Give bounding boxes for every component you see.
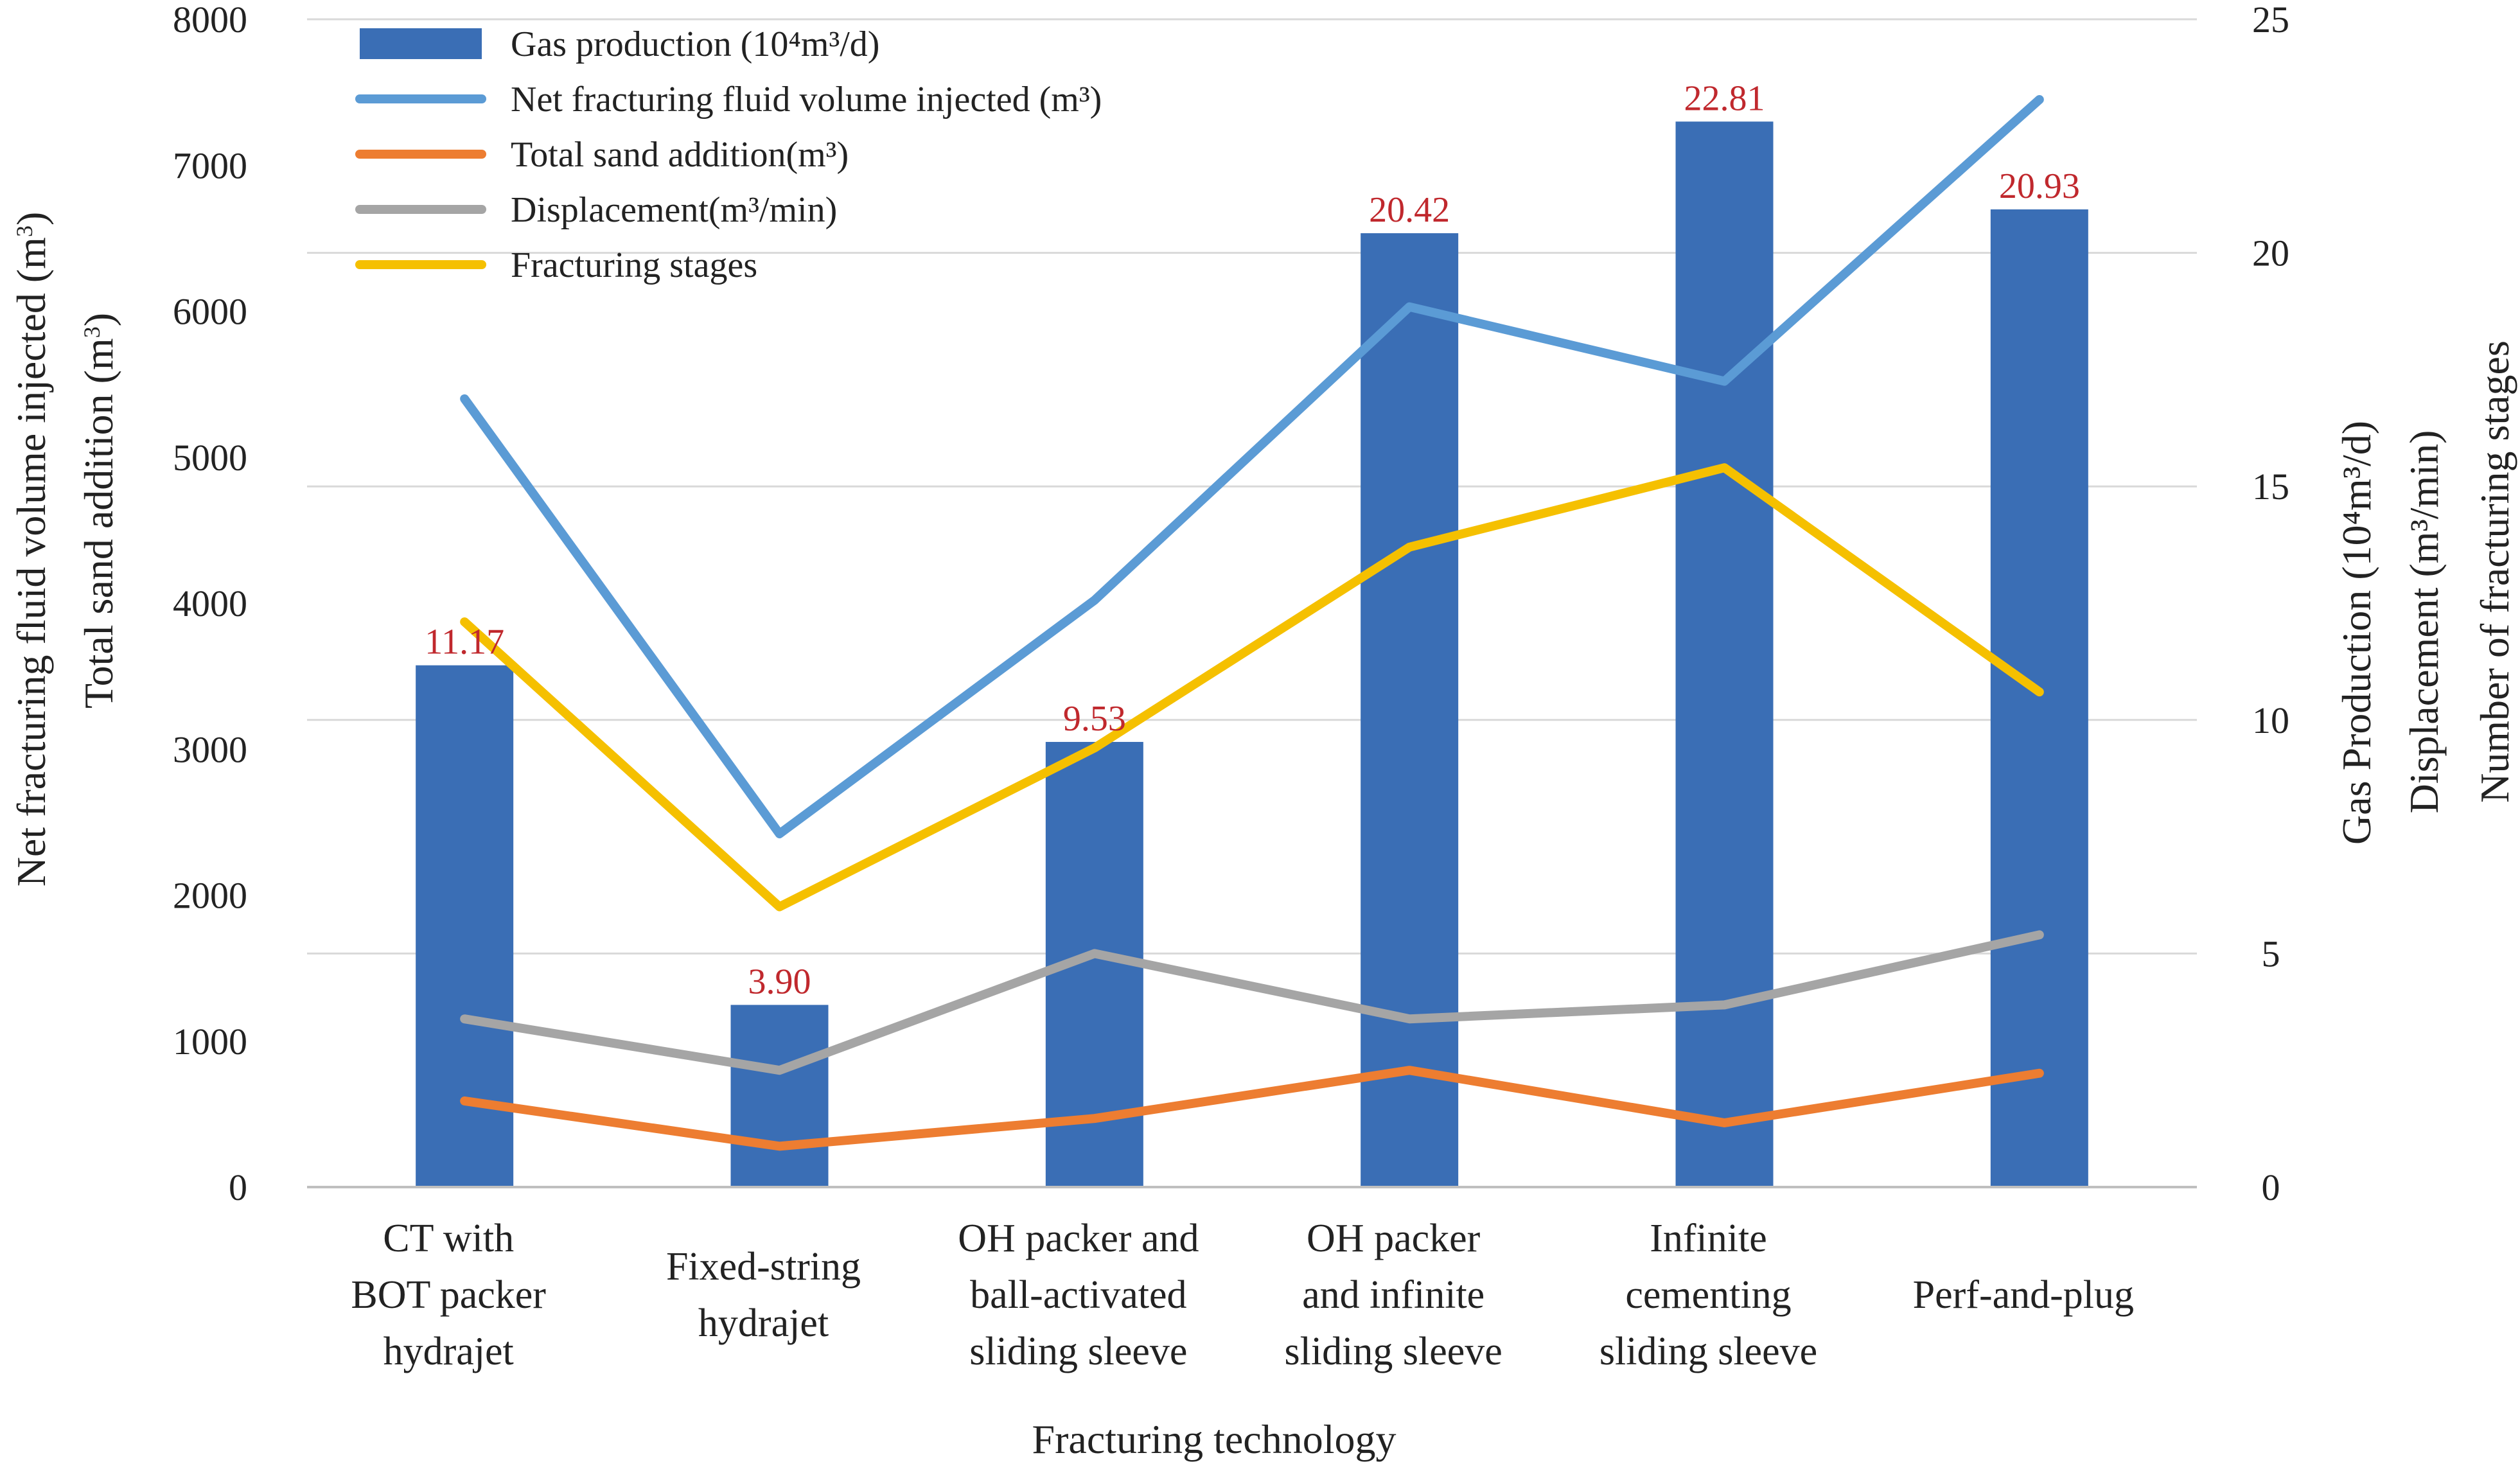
left-tick-label: 1000: [173, 1021, 247, 1062]
series-line-1: [460, 94, 2044, 839]
series-line-3: [460, 930, 2044, 1075]
bar-value-label: 11.17: [425, 622, 504, 662]
gas-production-bar: [730, 1005, 829, 1187]
bar-value-label: 22.81: [1684, 78, 1765, 118]
left-tick-label: 0: [229, 1167, 247, 1208]
gas-production-bar: [1675, 121, 1774, 1187]
bar-value-label: 9.53: [1063, 699, 1126, 739]
right-tick-label: 5: [2262, 933, 2280, 974]
right-tick-label: 0: [2262, 1167, 2280, 1208]
category-labels: CT with BOT packer hydrajet Fixed-string hyd…: [351, 1217, 2134, 1373]
category-label: Infinite cementing sliding sleeve: [1599, 1217, 1817, 1373]
legend-swatch-bar: [360, 28, 482, 59]
category-label: Fixed-string hydrajet: [666, 1245, 861, 1345]
category-label: Perf-and-plug: [1913, 1273, 2134, 1317]
left-tick-label: 8000: [173, 0, 247, 40]
left-tick-label: 7000: [173, 145, 247, 186]
right-tick-label: 25: [2252, 0, 2289, 40]
series-line-4: [460, 463, 2044, 912]
category-label: OH packer and ball-activated sliding sleev…: [958, 1217, 1199, 1373]
legend-label: Gas production (10⁴m³/d): [511, 24, 879, 64]
right-axis-title-1: Gas Production (10⁴m³/d): [2334, 421, 2379, 845]
series-lines: [460, 94, 2044, 1151]
left-axis-title-1: Net fracturing fluid volume injected (m3…: [8, 212, 54, 887]
gridlines: [307, 18, 2197, 955]
legend-label: Displacement(m³/min): [511, 190, 837, 230]
category-label: OH packer and infinite sliding sleeve: [1285, 1217, 1502, 1373]
legend-label: Net fracturing fluid volume injected (m³…: [511, 80, 1102, 119]
legend-label: Total sand addition(m³): [511, 135, 849, 175]
right-axis-ticks: 0 5 10 15 20 25: [2252, 0, 2289, 1208]
left-tick-label: 5000: [173, 437, 247, 479]
left-tick-label: 3000: [173, 728, 247, 770]
left-axis-title-2: Total sand addition (m3): [76, 313, 121, 709]
bar-data-labels: 11.17 3.90 9.53 20.42 22.81 20.93: [425, 78, 2080, 1001]
right-tick-label: 10: [2252, 700, 2289, 741]
series-line-2: [460, 1066, 2044, 1151]
legend-label: Fracturing stages: [511, 245, 757, 285]
category-label: CT with BOT packer hydrajet: [351, 1217, 546, 1373]
bar-value-label: 20.93: [1999, 166, 2080, 206]
left-tick-label: 2000: [173, 875, 247, 917]
left-axis-ticks: 0 1000 2000 3000 4000 5000 6000 7000 8000: [173, 0, 247, 1208]
right-axis-title-3: Number of fracturing stages: [2472, 340, 2517, 803]
right-tick-label: 15: [2252, 466, 2289, 507]
bar-value-label: 3.90: [748, 962, 811, 1001]
x-axis-title: Fracturing technology: [1032, 1416, 1397, 1462]
left-tick-label: 4000: [173, 583, 247, 624]
right-axis-title-2: Displacement (m³/min): [2401, 430, 2447, 814]
left-tick-label: 6000: [173, 291, 247, 333]
legend: Gas production (10⁴m³/d) Net fracturing f…: [355, 24, 1102, 285]
bar-value-label: 20.42: [1369, 190, 1450, 230]
right-tick-label: 20: [2252, 233, 2289, 274]
gas-production-bar: [1361, 233, 1459, 1187]
gas-production-bar: [1990, 209, 2088, 1187]
